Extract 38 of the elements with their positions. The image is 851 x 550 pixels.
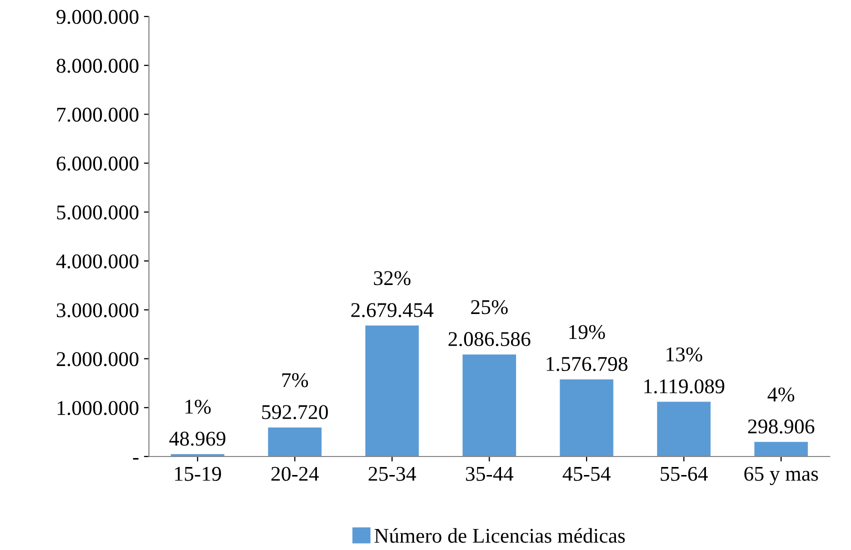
data-label: 2.086.586 <box>448 332 530 346</box>
y-tick-label: 4.000.000 <box>56 254 138 268</box>
data-label: 298.906 <box>748 419 814 434</box>
annotation: 13% <box>666 347 702 362</box>
data-label: 1.119.089 <box>644 379 724 394</box>
y-tick-label: 5.000.000 <box>57 205 138 220</box>
bar <box>754 442 808 456</box>
y-tick-label: 3.000.000 <box>56 303 138 318</box>
y-tick-label: 7.000.000 <box>57 108 138 122</box>
x-tick-label: 55-64 <box>660 466 708 481</box>
bar <box>365 326 419 456</box>
legend-label: Número de Licencias médicas <box>374 528 625 543</box>
data-label: 1.576.798 <box>546 356 628 372</box>
x-tick-label: 35-44 <box>466 466 514 481</box>
bar <box>560 379 614 456</box>
annotation: 1% <box>186 400 211 414</box>
y-tick-label: - <box>133 458 138 460</box>
y-tick-label: 9.000.000 <box>56 10 138 24</box>
x-tick-label: 45-54 <box>562 466 611 481</box>
data-label: 592.720 <box>262 405 328 420</box>
bar <box>268 428 322 456</box>
annotation: 32% <box>374 271 410 286</box>
x-tick-label: 20-24 <box>271 466 319 481</box>
x-tick-label: 65 y mas <box>744 466 818 486</box>
y-tick-label: 8.000.000 <box>56 58 138 73</box>
data-label: 2.679.454 <box>351 303 434 318</box>
x-tick-label: 15-19 <box>175 466 222 481</box>
bar <box>657 402 711 456</box>
y-tick-label: 1.000.000 <box>58 400 138 416</box>
annotation: 25% <box>471 300 508 314</box>
annotation: 7% <box>282 373 308 388</box>
annotation: 4% <box>768 387 794 402</box>
data-label: 48.969 <box>169 432 226 446</box>
y-tick-label: 2.000.000 <box>56 352 138 366</box>
x-tick-label: 25-34 <box>368 466 416 481</box>
annotation: 19% <box>569 325 605 340</box>
y-tick-label: 6.000.000 <box>56 156 138 171</box>
bar <box>462 354 516 456</box>
